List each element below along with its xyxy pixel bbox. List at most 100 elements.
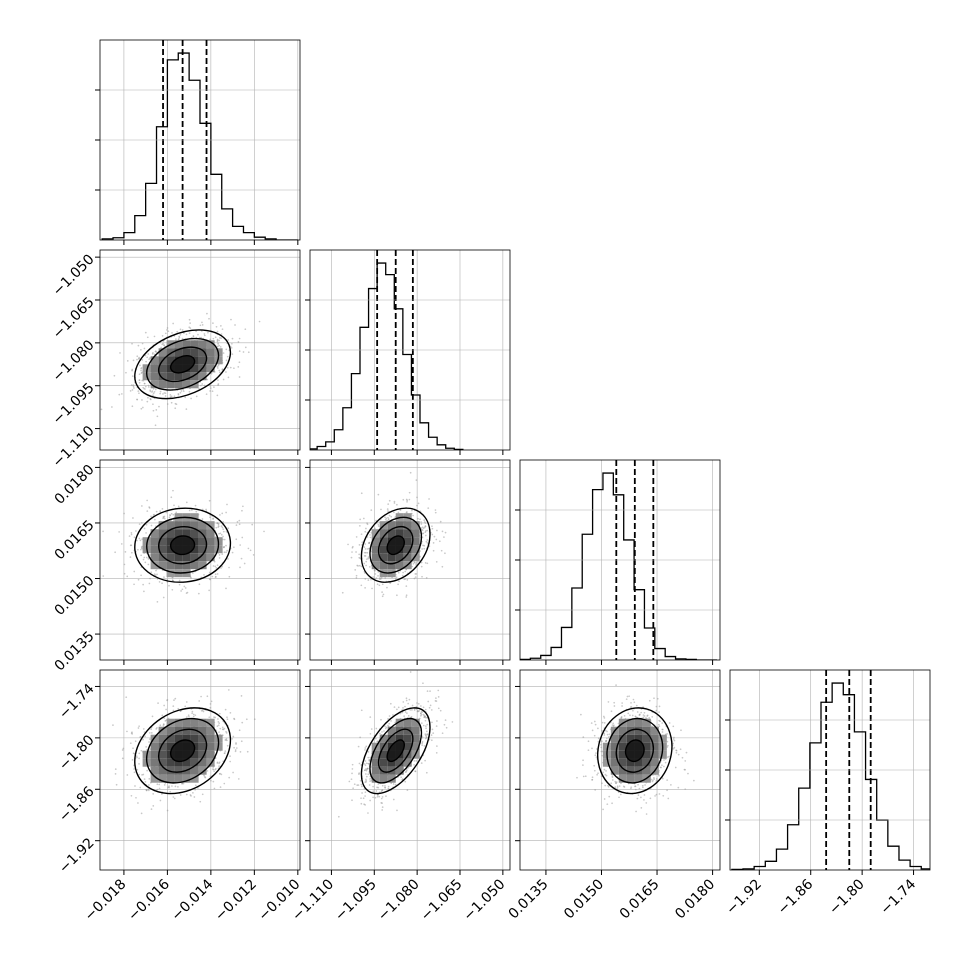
scatter-point — [656, 697, 659, 700]
scatter-point — [179, 328, 182, 331]
density-cell — [379, 561, 388, 570]
scatter-point — [666, 746, 669, 748]
scatter-point — [363, 551, 366, 554]
x-tick-label: −1.86 — [775, 876, 817, 918]
scatter-point — [673, 746, 676, 749]
scatter-point — [425, 730, 428, 733]
scatter-point — [412, 514, 414, 517]
scatter-point — [227, 527, 230, 530]
scatter-point — [365, 781, 367, 783]
y-tick-label: −1.065 — [50, 294, 98, 342]
scatter-point — [358, 762, 361, 765]
scatter-point — [392, 783, 395, 785]
density-cell — [174, 521, 183, 530]
scatter-point — [149, 390, 152, 393]
density-cell — [166, 356, 175, 365]
scatter-point — [191, 712, 193, 715]
density-cell — [206, 340, 215, 349]
scatter-point — [387, 718, 389, 720]
scatter-point — [605, 774, 608, 777]
scatter-point — [438, 540, 441, 543]
scatter-point — [233, 367, 235, 370]
scatter-point — [606, 730, 608, 733]
density-cell — [379, 734, 388, 743]
scatter-point — [422, 682, 424, 685]
scatter-point — [203, 334, 206, 337]
scatter-point — [661, 764, 663, 767]
density-cell — [650, 734, 659, 743]
scatter-point — [423, 521, 426, 523]
scatter-point — [604, 784, 607, 787]
density-cell — [395, 521, 404, 530]
scatter-point — [165, 329, 168, 331]
scatter-point — [388, 715, 391, 717]
scatter-point — [218, 761, 221, 764]
scatter-point — [231, 738, 233, 740]
scatter-point — [374, 796, 377, 799]
scatter-point — [181, 337, 184, 340]
scatter-point — [139, 364, 141, 367]
scatter-point — [149, 357, 151, 359]
density-cell — [379, 774, 388, 783]
scatter-point — [178, 336, 181, 339]
scatter-point — [148, 506, 151, 508]
scatter-point — [158, 787, 161, 790]
scatter-point — [133, 570, 136, 573]
scatter-point — [170, 401, 173, 404]
histogram-step — [731, 682, 930, 870]
scatter-point — [386, 519, 388, 522]
scatter-point — [221, 565, 224, 568]
scatter-point — [402, 498, 405, 501]
scatter-point — [147, 788, 150, 791]
density-cell — [190, 774, 199, 783]
scatter-point — [630, 706, 633, 708]
scatter-point — [601, 754, 604, 757]
scatter-point — [368, 541, 371, 544]
scatter-point — [365, 769, 368, 772]
scatter-point — [200, 336, 202, 339]
scatter-point — [377, 783, 380, 785]
scatter-point — [148, 738, 151, 741]
scatter-point — [143, 556, 146, 559]
scatter-point — [133, 583, 135, 586]
scatter-point — [632, 698, 635, 701]
scatter-point — [630, 787, 632, 790]
density-cell — [411, 742, 420, 751]
scatter-point — [384, 577, 387, 579]
scatter-point — [180, 590, 182, 592]
scatter-point — [171, 332, 173, 334]
scatter-point — [197, 333, 199, 336]
density-cell — [190, 561, 199, 570]
scatter-point — [621, 702, 623, 704]
scatter-point — [201, 709, 204, 712]
scatter-point — [156, 788, 159, 791]
scatter-point — [380, 718, 382, 721]
density-cell — [411, 553, 420, 562]
scatter-point — [383, 730, 385, 732]
scatter-point — [587, 740, 590, 743]
scatter-point — [413, 760, 416, 762]
scatter-point — [152, 403, 154, 406]
scatter-point — [411, 708, 413, 711]
scatter-point — [419, 518, 421, 521]
scatter-point — [421, 548, 423, 550]
scatter-point — [645, 802, 648, 804]
scatter-point — [384, 518, 387, 521]
scatter-point — [390, 782, 393, 785]
scatter-point — [440, 549, 443, 552]
scatter-point — [422, 724, 425, 727]
scatter-point — [434, 700, 437, 702]
scatter-point — [129, 390, 132, 392]
scatter-point — [144, 385, 147, 388]
scatter-point — [222, 528, 225, 531]
scatter-point — [146, 356, 149, 359]
density-cell — [190, 521, 199, 530]
scatter-point — [388, 514, 391, 517]
scatter-point — [140, 548, 142, 551]
scatter-point — [222, 520, 225, 523]
scatter-point — [234, 749, 237, 751]
scatter-point — [155, 409, 158, 411]
panel-2-1 — [305, 459, 511, 665]
scatter-point — [152, 392, 155, 395]
scatter-point — [219, 727, 222, 730]
